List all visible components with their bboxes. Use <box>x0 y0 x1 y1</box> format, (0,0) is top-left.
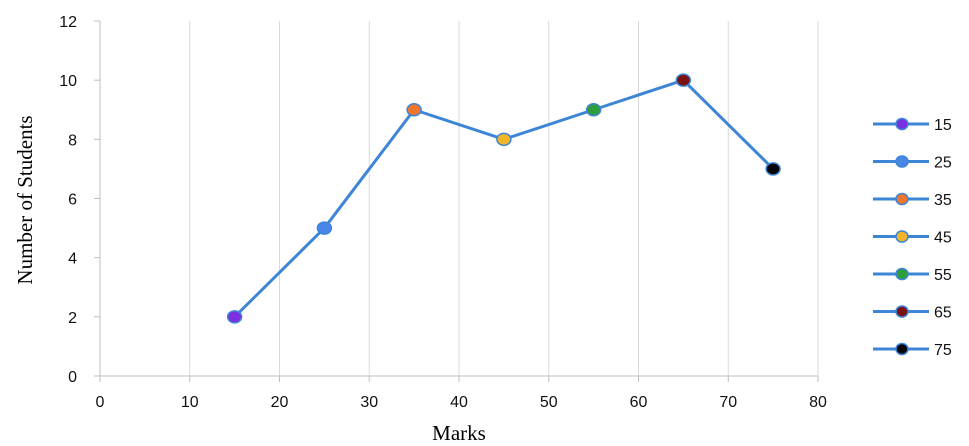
x-tick-label: 20 <box>271 394 289 411</box>
legend-marker <box>895 230 909 243</box>
legend-label: 15 <box>934 117 952 134</box>
data-point-45 <box>496 132 512 147</box>
tick-labels: 0 2 4 6 8 10 12 0 10 20 30 40 50 60 70 80 <box>59 14 827 411</box>
data-point-25 <box>316 221 333 235</box>
legend-marker <box>895 305 909 318</box>
legend-item-55: 55 <box>873 267 952 284</box>
y-tick-label: 4 <box>68 251 77 268</box>
y-tick-label: 8 <box>68 132 77 149</box>
legend-item-75: 75 <box>873 342 952 359</box>
x-tick-label: 70 <box>719 394 737 411</box>
x-tick-label: 30 <box>360 394 378 411</box>
legend-label: 35 <box>934 192 952 209</box>
legend-marker <box>895 267 909 281</box>
axes <box>94 20 819 382</box>
legend-item-45: 45 <box>873 230 952 247</box>
grid-lines <box>189 21 819 376</box>
legend-item-65: 65 <box>873 305 952 322</box>
x-tick-label: 80 <box>809 394 827 411</box>
data-point-55 <box>585 103 602 117</box>
data-point-15 <box>226 310 243 324</box>
data-point-75 <box>765 162 781 176</box>
series-line <box>233 78 775 318</box>
data-point-65 <box>675 73 692 87</box>
y-tick-label: 6 <box>68 192 77 209</box>
y-tick-label: 12 <box>59 14 77 31</box>
legend-item-25: 25 <box>873 155 952 172</box>
x-tick-label: 60 <box>630 394 648 411</box>
legend: 15 25 35 45 55 65 75 <box>873 117 952 359</box>
legend-label: 25 <box>934 155 952 172</box>
x-tick-label: 40 <box>450 394 468 411</box>
x-tick-label: 0 <box>96 394 105 411</box>
data-series <box>226 73 781 324</box>
x-tick-label: 50 <box>540 394 558 411</box>
legend-label: 65 <box>934 305 952 322</box>
legend-marker <box>895 117 909 131</box>
y-tick-label: 2 <box>68 310 77 327</box>
data-point-35 <box>406 103 422 117</box>
legend-item-15: 15 <box>873 117 952 134</box>
legend-item-35: 35 <box>873 192 952 209</box>
y-axis-title: Number of Students <box>13 115 37 284</box>
legend-marker <box>895 155 909 168</box>
y-tick-label: 10 <box>59 73 77 90</box>
legend-marker <box>895 192 909 206</box>
x-axis-title: Marks <box>432 421 486 445</box>
x-tick-label: 10 <box>181 394 199 411</box>
legend-label: 55 <box>934 267 952 284</box>
legend-label: 45 <box>934 230 952 247</box>
legend-label: 75 <box>934 342 952 359</box>
legend-marker <box>895 342 909 356</box>
y-tick-label: 0 <box>68 369 77 386</box>
